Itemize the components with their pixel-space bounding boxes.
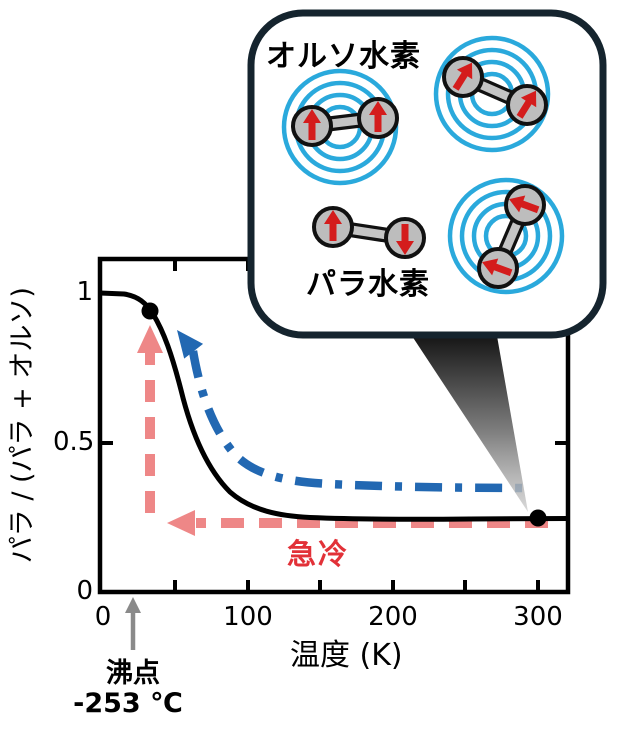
quench-label: 急冷 <box>287 537 350 571</box>
y-tick-05: 0.5 <box>53 427 95 457</box>
ortho-hydrogen-label: オルソ水素 <box>266 39 421 74</box>
x-tick-100: 100 <box>223 602 273 632</box>
x-tick-0: 0 <box>94 602 112 632</box>
spin-up-arrow-icon <box>324 210 342 241</box>
ortho-molecule-1 <box>281 68 399 186</box>
boiling-point-label: 沸点 <box>106 658 160 689</box>
slow-path-arrowhead <box>177 330 204 359</box>
boiling-temp-label: -253 ℃ <box>73 688 183 719</box>
y-axis-title: パラ / (パラ + オルソ) <box>6 287 38 564</box>
slow-path <box>177 330 533 493</box>
spin-up-arrow-icon <box>452 62 473 91</box>
quench-left-arrowhead <box>167 510 195 536</box>
y-tick-1: 1 <box>76 277 93 307</box>
x-tick-300: 300 <box>513 602 563 632</box>
spin-up-arrow-icon <box>516 90 537 119</box>
boiling-point-arrow-icon <box>125 597 141 650</box>
x-tick-200: 200 <box>368 602 418 632</box>
x-axis-title: 温度 (K) <box>290 638 403 673</box>
room-temp-point <box>529 509 547 527</box>
y-tick-0: 0 <box>76 576 93 606</box>
spin-up-left-arrow-icon <box>509 195 540 214</box>
para-molecule <box>312 206 426 259</box>
ortho-molecule-3 <box>447 177 565 295</box>
spin-up-arrow-icon <box>369 101 387 132</box>
quench-up-arrowhead <box>137 325 163 353</box>
ortho-molecule-2 <box>433 35 551 153</box>
spin-up-arrow-icon <box>303 109 321 140</box>
para-hydrogen-label: パラ水素 <box>306 267 430 302</box>
quench-path <box>137 325 548 536</box>
spin-up-left-arrow-icon <box>482 258 513 277</box>
spin-down-arrow-icon <box>396 224 414 255</box>
low-temp-point <box>141 302 159 320</box>
inset-callout-pointer <box>412 336 528 512</box>
